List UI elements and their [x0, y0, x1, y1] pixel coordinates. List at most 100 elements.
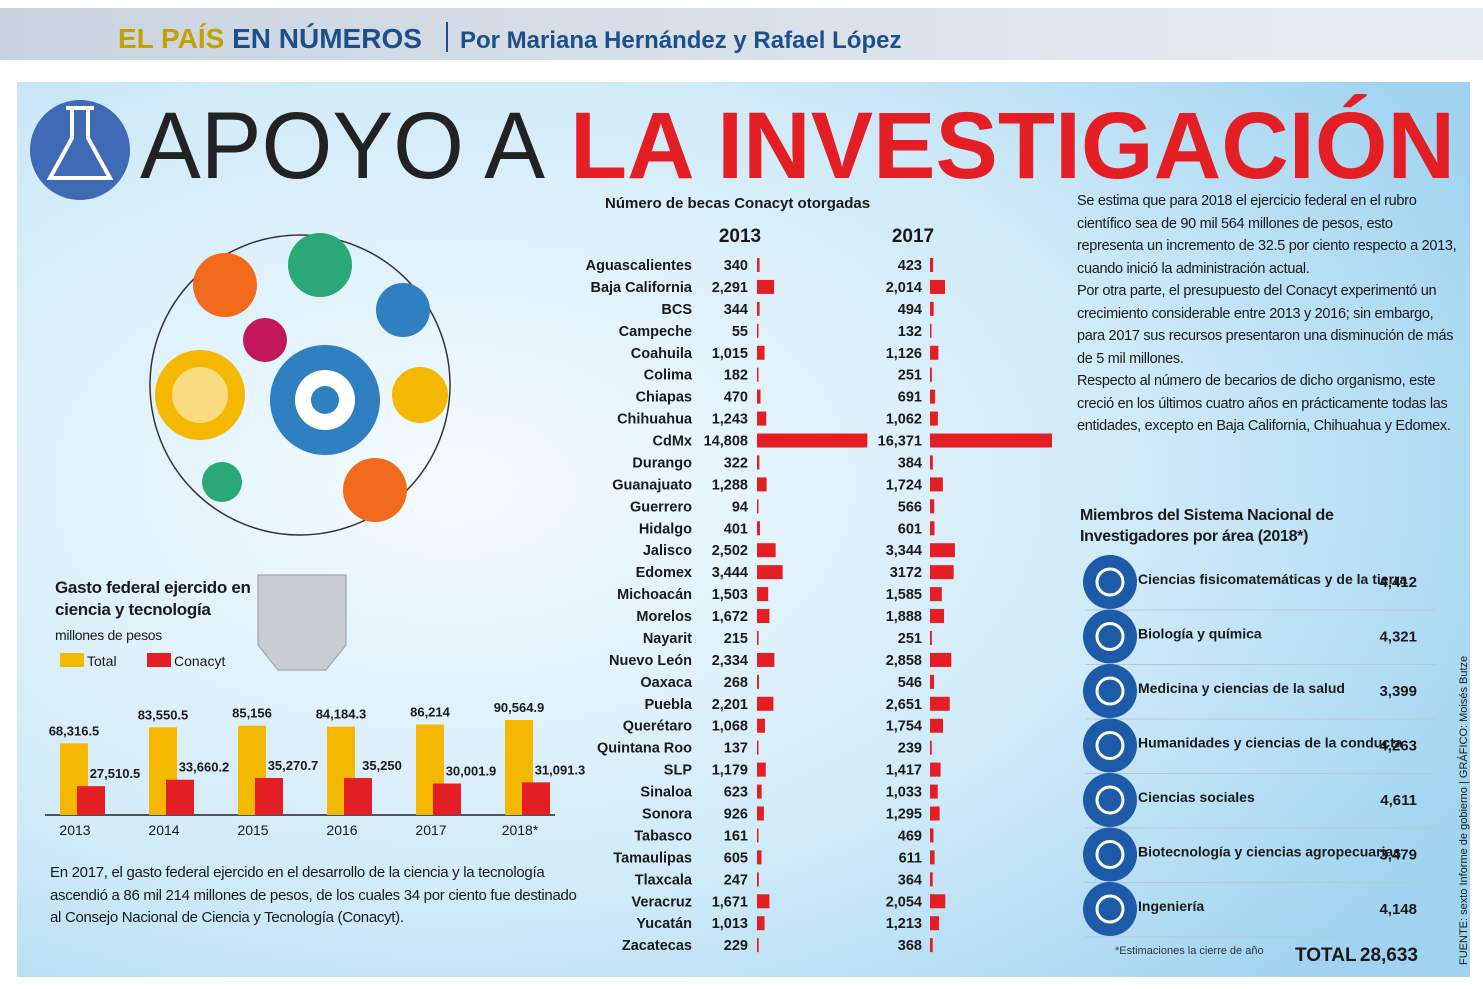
flask-icon	[30, 100, 130, 200]
bar	[757, 652, 775, 667]
value-label: 68,316.5	[49, 723, 100, 738]
value-label: 239	[898, 741, 922, 757]
bar	[522, 782, 550, 815]
value-label: 601	[898, 521, 922, 537]
area-icon	[1083, 664, 1137, 718]
area-icon-inner	[1095, 731, 1125, 760]
bar	[930, 630, 932, 645]
bar	[757, 587, 769, 602]
row-label: Michoacán	[617, 587, 692, 603]
row-label: Morelos	[636, 609, 692, 625]
bar	[930, 784, 938, 799]
row-label: Jalisco	[643, 543, 692, 559]
value-label: 1,243	[712, 412, 748, 428]
value-label: 33,660.2	[179, 760, 230, 775]
section-b: EN NÚMEROS	[232, 23, 422, 54]
value-label: 1,503	[712, 587, 748, 603]
value-label: 268	[724, 675, 748, 691]
bar	[930, 301, 934, 316]
area-value: 4,412	[1379, 574, 1417, 591]
bar	[930, 543, 955, 558]
row-label: Sinaloa	[640, 785, 693, 801]
value-label: 35,250	[362, 758, 402, 773]
bar	[930, 762, 941, 777]
bar	[757, 762, 766, 777]
x-tick-label: 2016	[326, 822, 357, 838]
area-value: 3,479	[1379, 847, 1417, 864]
value-label: 1,015	[712, 346, 748, 362]
row-label: Veracruz	[632, 894, 692, 910]
bar	[930, 389, 936, 404]
bar	[344, 778, 372, 815]
value-label: 2,502	[712, 543, 748, 559]
value-label: 423	[898, 258, 922, 274]
bar	[930, 652, 952, 667]
legend-swatch	[147, 653, 171, 667]
value-label: 85,156	[232, 706, 272, 721]
value-label: 1,672	[712, 609, 748, 625]
bar	[757, 279, 775, 294]
value-label: 30,001.9	[446, 764, 497, 779]
value-label: 1,888	[886, 609, 922, 625]
value-label: 251	[898, 631, 922, 647]
column-header: 2013	[719, 226, 761, 247]
row-label: Sonora	[642, 807, 693, 823]
area-icon	[1083, 773, 1137, 827]
bar	[757, 894, 770, 909]
flask	[46, 106, 114, 180]
row-label: Chiapas	[636, 390, 692, 406]
area-label: Medicina y ciencias de la salud	[1138, 680, 1345, 696]
bar	[757, 477, 767, 492]
row-label: BCS	[661, 302, 692, 318]
value-label: 546	[898, 675, 922, 691]
value-label: 94	[732, 499, 748, 515]
value-label: 364	[898, 872, 922, 888]
area-icon-inner	[1095, 567, 1125, 597]
bar	[930, 850, 935, 865]
row-label: Tlaxcala	[635, 872, 693, 888]
value-label: 2,291	[712, 280, 748, 296]
row-label: Nayarit	[643, 631, 692, 647]
value-label: 35,270.7	[268, 758, 319, 773]
total-value: 28,633	[1360, 945, 1418, 966]
area-icon	[1083, 609, 1137, 664]
bar	[930, 806, 940, 821]
bar	[930, 455, 933, 470]
bar	[930, 345, 939, 360]
section-a: EL PAÍS	[118, 23, 224, 54]
area-label: Biología y química	[1138, 626, 1262, 642]
value-label: 2,201	[712, 697, 748, 713]
row-label: Querétaro	[623, 719, 692, 735]
bar	[930, 323, 932, 338]
value-label: 27,510.5	[90, 766, 141, 781]
value-label: 340	[724, 258, 748, 274]
bar	[255, 778, 283, 815]
x-tick-label: 2013	[59, 822, 90, 838]
paragraph: Respecto al número de becarios de dicho …	[1077, 373, 1451, 434]
value-label: 3,444	[712, 565, 748, 581]
bar	[757, 433, 868, 448]
area-label: Ciencias fisicomatemáticas y de la tierr…	[1138, 571, 1407, 587]
area-icon	[1083, 827, 1137, 882]
area-icon	[1083, 882, 1137, 936]
bar	[930, 279, 946, 294]
x-tick-label: 2017	[415, 822, 446, 838]
total-label: TOTAL	[1295, 945, 1357, 966]
bar	[930, 258, 934, 272]
chart-title: Número de becas Conacyt otorgadas	[605, 195, 870, 212]
value-label: 55	[732, 324, 748, 340]
value-label: 1,417	[886, 763, 922, 779]
lightbulb	[149, 233, 451, 671]
value-label: 1,754	[886, 719, 922, 735]
right-paragraphs: Se estima que para 2018 el ejercicio fed…	[1077, 190, 1457, 438]
value-label: 247	[724, 872, 748, 888]
value-label: 1,013	[712, 916, 748, 932]
value-label: 3172	[890, 565, 922, 581]
value-label: 611	[899, 850, 922, 866]
bar	[930, 499, 935, 514]
value-label: 401	[724, 521, 748, 537]
bar	[757, 301, 760, 316]
value-label: 322	[724, 455, 748, 471]
bar	[930, 609, 945, 624]
value-label: 470	[724, 390, 748, 406]
